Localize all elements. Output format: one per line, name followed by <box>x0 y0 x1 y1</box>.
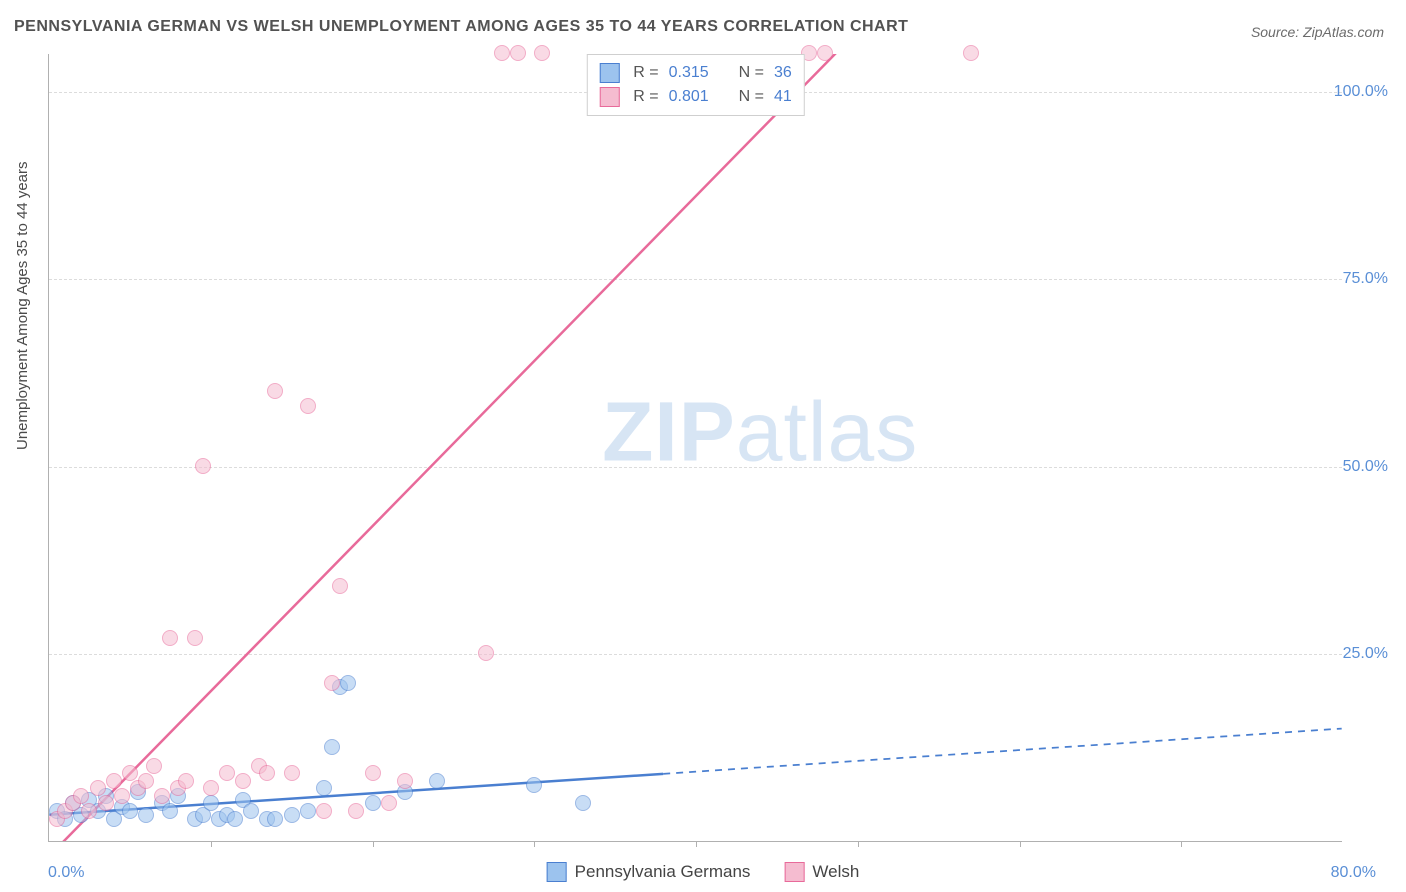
x-tick-mark <box>534 841 535 847</box>
data-point <box>332 578 348 594</box>
swatch-welsh <box>599 87 619 107</box>
data-point <box>397 773 413 789</box>
data-point <box>300 803 316 819</box>
data-point <box>203 795 219 811</box>
data-point <box>162 803 178 819</box>
gridline-h <box>49 279 1342 280</box>
data-point <box>219 765 235 781</box>
data-point <box>267 383 283 399</box>
data-point <box>963 45 979 61</box>
x-tick-mark <box>211 841 212 847</box>
legend-row-welsh: R = 0.801 N = 41 <box>599 85 791 109</box>
y-tick-label: 75.0% <box>1343 270 1388 288</box>
data-point <box>227 811 243 827</box>
data-point <box>429 773 445 789</box>
data-point <box>203 780 219 796</box>
data-point <box>316 780 332 796</box>
data-point <box>510 45 526 61</box>
y-axis-label: Unemployment Among Ages 35 to 44 years <box>14 161 31 450</box>
data-point <box>195 458 211 474</box>
legend-row-pg: R = 0.315 N = 36 <box>599 61 791 85</box>
swatch-pg-bottom <box>547 862 567 882</box>
trendlines-svg <box>49 54 1342 841</box>
data-point <box>526 777 542 793</box>
data-point <box>575 795 591 811</box>
data-point <box>90 780 106 796</box>
y-tick-label: 25.0% <box>1343 645 1388 663</box>
x-tick-mark <box>373 841 374 847</box>
x-tick-mark <box>696 841 697 847</box>
data-point <box>243 803 259 819</box>
data-point <box>267 811 283 827</box>
chart-title: PENNSYLVANIA GERMAN VS WELSH UNEMPLOYMEN… <box>14 18 908 36</box>
data-point <box>817 45 833 61</box>
x-tick-mark <box>1181 841 1182 847</box>
y-tick-label: 100.0% <box>1334 83 1388 101</box>
x-tick-mark <box>1020 841 1021 847</box>
data-point <box>478 645 494 661</box>
x-tick-max: 80.0% <box>1331 864 1376 882</box>
data-point <box>284 765 300 781</box>
data-point <box>259 765 275 781</box>
source-attribution: Source: ZipAtlas.com <box>1251 24 1384 40</box>
data-point <box>106 773 122 789</box>
data-point <box>235 773 251 789</box>
legend-label-pg: Pennsylvania Germans <box>575 862 751 882</box>
data-point <box>138 773 154 789</box>
data-point <box>98 795 114 811</box>
series-legend: Pennsylvania Germans Welsh <box>547 862 860 882</box>
data-point <box>162 630 178 646</box>
data-point <box>284 807 300 823</box>
watermark: ZIPatlas <box>602 383 918 480</box>
data-point <box>324 675 340 691</box>
y-tick-label: 50.0% <box>1343 458 1388 476</box>
data-point <box>534 45 550 61</box>
gridline-h <box>49 467 1342 468</box>
data-point <box>365 765 381 781</box>
swatch-pg <box>599 63 619 83</box>
legend-item-welsh: Welsh <box>784 862 859 882</box>
data-point <box>300 398 316 414</box>
data-point <box>178 773 194 789</box>
data-point <box>154 788 170 804</box>
data-point <box>187 630 203 646</box>
data-point <box>146 758 162 774</box>
plot-area: ZIPatlas R = 0.315 N = 36 R = 0.801 N = … <box>48 54 1342 842</box>
data-point <box>114 788 130 804</box>
data-point <box>340 675 356 691</box>
legend-item-pg: Pennsylvania Germans <box>547 862 751 882</box>
data-point <box>122 803 138 819</box>
data-point <box>81 803 97 819</box>
swatch-welsh-bottom <box>784 862 804 882</box>
correlation-legend: R = 0.315 N = 36 R = 0.801 N = 41 <box>586 54 804 116</box>
data-point <box>316 803 332 819</box>
data-point <box>494 45 510 61</box>
x-tick-min: 0.0% <box>48 864 84 882</box>
data-point <box>73 788 89 804</box>
data-point <box>122 765 138 781</box>
data-point <box>381 795 397 811</box>
data-point <box>324 739 340 755</box>
data-point <box>348 803 364 819</box>
data-point <box>138 807 154 823</box>
legend-label-welsh: Welsh <box>812 862 859 882</box>
x-tick-mark <box>858 841 859 847</box>
data-point <box>365 795 381 811</box>
gridline-h <box>49 654 1342 655</box>
